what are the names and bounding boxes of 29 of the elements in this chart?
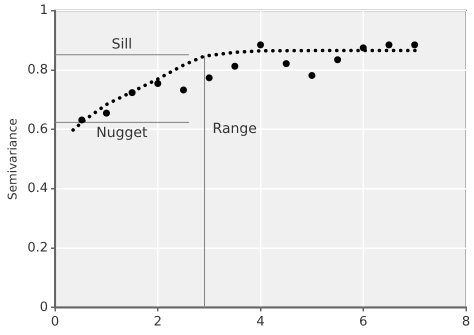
point	[206, 74, 213, 82]
x-tick-label: 4	[256, 314, 265, 330]
x-tick-label: 2	[154, 314, 162, 330]
series-label: Range	[212, 120, 257, 137]
point	[257, 41, 264, 48]
y-tick-label: 0.2	[27, 240, 48, 256]
point	[154, 80, 162, 87]
series-label: Nugget	[96, 124, 148, 141]
y-tick-label: 0.8	[27, 62, 48, 78]
point	[180, 86, 187, 94]
point	[231, 62, 238, 70]
point	[102, 110, 110, 117]
point	[385, 41, 392, 48]
series-label: Sill	[112, 36, 132, 52]
point	[334, 56, 342, 64]
y-tick-label: 1	[40, 3, 48, 18]
point	[128, 89, 136, 96]
point	[411, 41, 418, 48]
y-axis-title: Semivariance	[5, 118, 20, 200]
x-tick-label: 6	[359, 314, 368, 330]
x-tick-label: 8	[462, 314, 470, 330]
x-tick-label: 0	[50, 314, 60, 330]
y-tick-label: 0	[40, 300, 48, 315]
point	[282, 60, 290, 68]
point	[78, 116, 86, 124]
y-tick-label: 0.6	[27, 122, 48, 137]
point	[360, 44, 367, 52]
y-tick-label: 0.4	[27, 181, 48, 196]
point	[308, 72, 316, 79]
